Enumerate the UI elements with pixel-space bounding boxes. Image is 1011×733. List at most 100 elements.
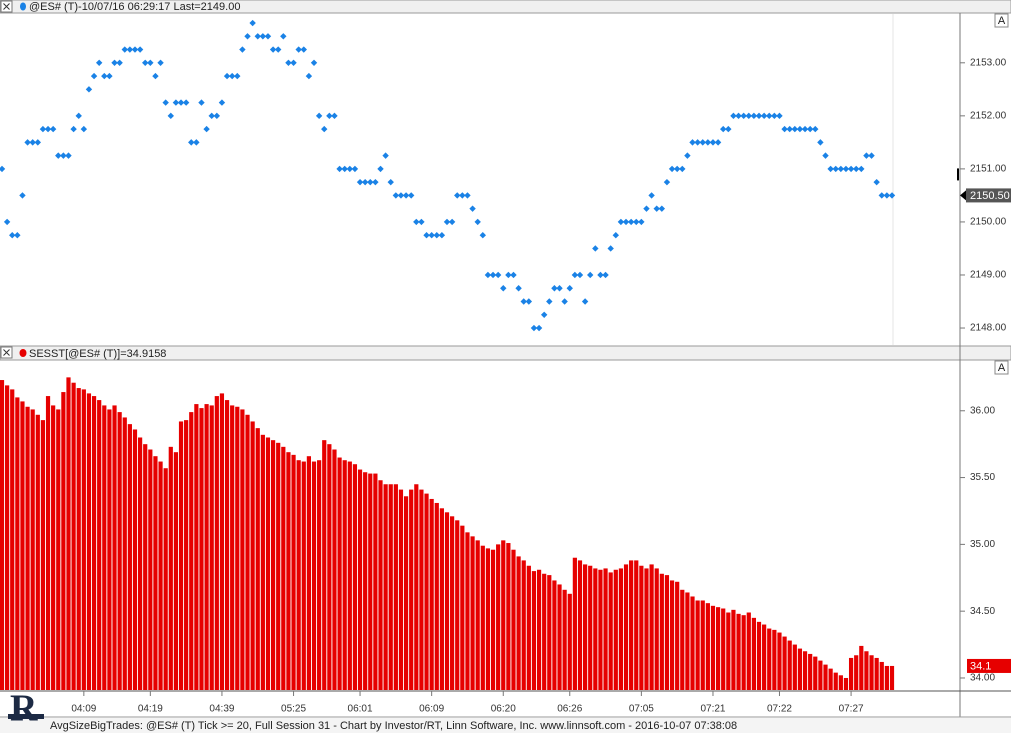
bar: [158, 461, 163, 690]
price-dot: [878, 192, 885, 199]
last-marker: [960, 190, 966, 201]
bar: [557, 584, 562, 690]
header-strip: [0, 345, 1011, 361]
footer-text: AvgSizeBigTrades: @ES# (T) Tick >= 20, F…: [50, 720, 737, 732]
bar: [567, 593, 572, 690]
bar: [521, 560, 526, 690]
logo-bar: [8, 714, 44, 719]
price-dot: [407, 192, 415, 199]
price-dot: [167, 112, 174, 120]
bar: [762, 624, 767, 690]
y-tick-label: 35.50: [970, 472, 995, 483]
price-dot: [535, 324, 543, 332]
bar: [301, 461, 306, 690]
price-dot: [607, 245, 614, 252]
price-dot: [331, 112, 338, 120]
bar: [245, 414, 250, 690]
price-dot: [776, 112, 783, 120]
bar: [368, 473, 373, 690]
x-tick-label: 06:20: [491, 704, 516, 715]
bar: [695, 600, 700, 690]
price-dot: [668, 165, 676, 173]
price-dot: [402, 192, 410, 199]
bar: [629, 560, 634, 690]
price-dot: [448, 218, 456, 226]
bar: [388, 484, 393, 690]
bar: [802, 651, 808, 690]
y-tick-label: 34.50: [970, 606, 995, 617]
bar: [864, 651, 869, 690]
price-dot: [203, 125, 210, 133]
price-dot: [182, 99, 190, 106]
autoscale-label: A: [998, 15, 1006, 27]
bar: [352, 464, 358, 690]
price-dot: [704, 139, 712, 146]
bar: [332, 449, 337, 690]
bar: [634, 560, 639, 690]
bar: [363, 472, 368, 690]
price-dot: [131, 46, 139, 53]
price-dot: [760, 112, 768, 120]
bar: [710, 605, 716, 690]
price-dot: [505, 271, 512, 279]
y-tick-label: 36.00: [970, 405, 995, 416]
bar: [138, 437, 143, 690]
price-dot: [566, 285, 573, 292]
bar: [276, 442, 281, 690]
bar: [117, 412, 122, 690]
price-dot: [725, 125, 732, 133]
price-dot: [540, 311, 548, 318]
bar: [889, 665, 895, 690]
bar: [562, 589, 567, 690]
bar: [460, 525, 465, 690]
price-dot: [500, 285, 507, 292]
bar: [828, 668, 833, 690]
bar: [808, 653, 813, 690]
bar: [173, 452, 179, 690]
bar: [669, 580, 675, 690]
price-dot: [709, 139, 717, 146]
price-dot: [285, 59, 292, 67]
x-tick-label: 07:27: [839, 704, 864, 715]
bar: [536, 569, 542, 690]
price-dot: [592, 245, 599, 252]
price-dot: [581, 298, 589, 305]
bar: [153, 456, 158, 690]
price-dot: [111, 59, 118, 67]
bar: [296, 460, 301, 690]
price-dot: [264, 33, 272, 40]
bar: [501, 540, 506, 690]
price-dot: [786, 125, 793, 133]
x-tick-label: 07:05: [629, 704, 654, 715]
bar: [102, 405, 107, 690]
price-dot: [177, 99, 185, 106]
bar: [107, 409, 112, 690]
bar: [347, 461, 352, 690]
autoscale-button[interactable]: [994, 13, 1009, 28]
price-dot: [812, 125, 819, 133]
bar: [419, 489, 424, 690]
bar: [270, 440, 276, 690]
price-dot: [60, 152, 67, 159]
autoscale-button[interactable]: [994, 360, 1009, 375]
bar: [726, 612, 731, 690]
bar: [286, 452, 291, 690]
y-tick-label: 2153.00: [970, 57, 1007, 68]
bar: [547, 575, 552, 690]
price-dot: [249, 19, 256, 27]
bar: [813, 656, 818, 690]
price-dot: [326, 112, 333, 120]
price-dot: [397, 192, 405, 199]
bar: [45, 396, 51, 690]
bar: [884, 665, 889, 690]
price-dot: [295, 46, 302, 53]
price-dot: [443, 218, 451, 226]
price-dot: [781, 125, 788, 133]
price-dot: [121, 46, 128, 53]
price-dot: [489, 271, 497, 279]
bar: [531, 571, 537, 690]
price-dot: [556, 285, 563, 292]
x-tick-label: 07:22: [767, 704, 792, 715]
bar: [148, 449, 153, 690]
price-dot: [188, 139, 195, 146]
